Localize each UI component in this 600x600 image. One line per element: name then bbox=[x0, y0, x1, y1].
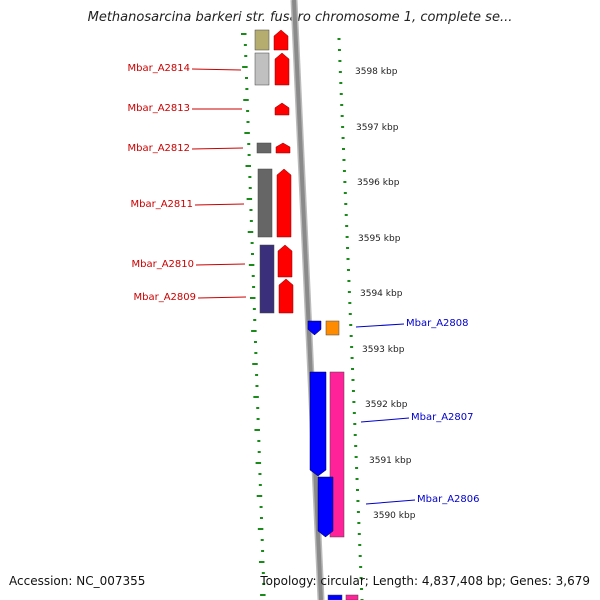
gene-label: Mbar_A2812 bbox=[127, 143, 190, 154]
gene-arrow bbox=[307, 320, 322, 336]
scale-label: 3598 kbp bbox=[355, 67, 398, 77]
scale-label: 3596 kbp bbox=[357, 178, 400, 188]
cog-block bbox=[327, 594, 343, 600]
genome-summary-text: Topology: circular; Length: 4,837,408 bp… bbox=[260, 574, 590, 588]
gene-label: Mbar_A2810 bbox=[131, 259, 194, 270]
gene-label: Mbar_A2808 bbox=[406, 318, 469, 329]
gene-arrow bbox=[309, 371, 327, 477]
gene-arrow bbox=[317, 476, 334, 538]
gene-label: Mbar_A2811 bbox=[130, 199, 193, 210]
gene-arrow bbox=[276, 168, 292, 238]
cog-block bbox=[345, 594, 359, 600]
backbone-stroke bbox=[292, 0, 323, 600]
gene-arrow bbox=[277, 244, 293, 278]
label-leader bbox=[197, 296, 247, 299]
accession-text: Accession: NC_007355 bbox=[9, 574, 146, 588]
gene-arrow bbox=[274, 52, 290, 86]
gene-label: Mbar_A2814 bbox=[127, 63, 190, 74]
cog-block bbox=[254, 29, 270, 51]
scale-label: 3591 kbp bbox=[369, 456, 412, 466]
label-leader bbox=[365, 499, 416, 505]
cog-block bbox=[325, 320, 340, 336]
gene-label: Mbar_A2806 bbox=[417, 494, 480, 505]
label-leader bbox=[355, 323, 405, 328]
scale-label: 3593 kbp bbox=[362, 345, 405, 355]
label-leader bbox=[195, 263, 246, 266]
gene-label: Mbar_A2809 bbox=[133, 292, 196, 303]
tick-marks bbox=[241, 33, 364, 600]
scale-labels: 3598 kbp 3597 kbp 3596 kbp 3595 kbp 3594 kbp… bbox=[355, 67, 416, 521]
scale-label: 3592 kbp bbox=[365, 400, 408, 410]
cog-block bbox=[256, 142, 272, 154]
label-leader bbox=[191, 147, 244, 150]
gene-arrow bbox=[274, 102, 290, 116]
feature-blocks bbox=[254, 29, 359, 600]
scale-label: 3594 kbp bbox=[360, 289, 403, 299]
gene-arrow bbox=[275, 142, 291, 154]
gene-arrow bbox=[273, 29, 289, 51]
gene-label: Mbar_A2807 bbox=[411, 412, 474, 423]
scale-label: 3597 kbp bbox=[356, 123, 399, 133]
cog-block bbox=[329, 371, 345, 538]
cog-block bbox=[259, 244, 275, 314]
gene-arrow bbox=[278, 278, 294, 314]
backbone-line bbox=[290, 0, 325, 600]
label-leader bbox=[360, 417, 410, 423]
gene-labels: Mbar_A2814 Mbar_A2813 Mbar_A2812 Mbar_A2811… bbox=[127, 63, 479, 505]
scale-label: 3590 kbp bbox=[373, 511, 416, 521]
label-leader bbox=[191, 68, 242, 71]
scale-label: 3595 kbp bbox=[358, 234, 401, 244]
cog-block bbox=[257, 168, 273, 238]
gene-label: Mbar_A2813 bbox=[127, 103, 190, 114]
cog-block bbox=[254, 52, 270, 86]
map-title: Methanosarcina barkeri str. fusaro chrom… bbox=[87, 10, 513, 25]
label-leader bbox=[194, 203, 245, 206]
